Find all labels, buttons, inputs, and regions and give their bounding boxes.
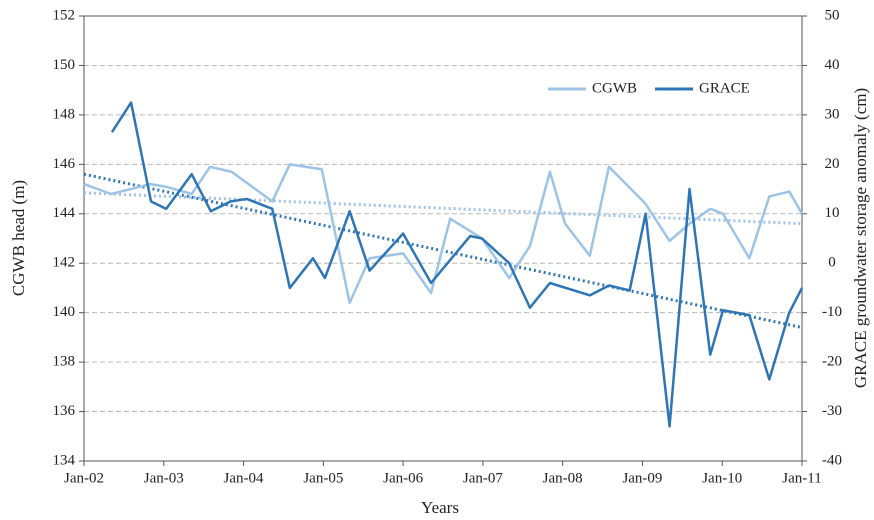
y2-tick-label: -20 — [822, 354, 842, 370]
y2-axis-label: GRACE groundwater storage anomaly (cm) — [851, 88, 870, 388]
y-tick-label: 148 — [53, 106, 76, 122]
y2-tick-label: 20 — [825, 156, 840, 172]
x-tick-label: Jan-08 — [543, 470, 583, 486]
x-tick-label: Jan-09 — [622, 470, 662, 486]
x-tick-label: Jan-11 — [782, 470, 821, 486]
y-tick-label: 140 — [53, 304, 76, 320]
y2-tick-label: 0 — [828, 255, 836, 271]
legend-label: GRACE — [699, 80, 750, 96]
legend-label: CGWB — [592, 80, 637, 96]
x-tick-label: Jan-06 — [383, 470, 423, 486]
y2-tick-label: -40 — [822, 452, 842, 468]
y-tick-label: 146 — [53, 156, 76, 172]
plot-frame — [83, 15, 803, 462]
y2-tick-label: -30 — [822, 403, 842, 419]
x-axis-label: Years — [421, 498, 459, 517]
y2-tick-label: 30 — [825, 106, 840, 122]
data-line — [83, 163, 804, 305]
y-tick-label: 138 — [53, 354, 76, 370]
y2-tick-label: 10 — [825, 205, 840, 221]
y2-tick-label: 40 — [825, 57, 840, 73]
x-tick-label: Jan-07 — [463, 470, 503, 486]
y-tick-label: 150 — [53, 57, 76, 73]
trend-line — [83, 172, 803, 329]
x-tick-label: Jan-02 — [64, 470, 104, 486]
data-line — [110, 101, 804, 428]
y2-tick-label: -10 — [822, 304, 842, 320]
x-tick-label: Jan-05 — [303, 470, 343, 486]
x-tick-label: Jan-04 — [224, 470, 264, 486]
y-tick-label: 134 — [53, 452, 76, 468]
y2-tick-label: 50 — [825, 7, 840, 23]
y-axis-label: CGWB head (m) — [9, 180, 28, 296]
y-tick-label: 144 — [53, 205, 76, 221]
y-tick-label: 142 — [53, 255, 76, 271]
y-tick-label: 152 — [53, 7, 76, 23]
y-tick-label: 136 — [53, 403, 76, 419]
x-tick-label: Jan-03 — [144, 470, 184, 486]
x-tick-label: Jan-10 — [702, 470, 742, 486]
